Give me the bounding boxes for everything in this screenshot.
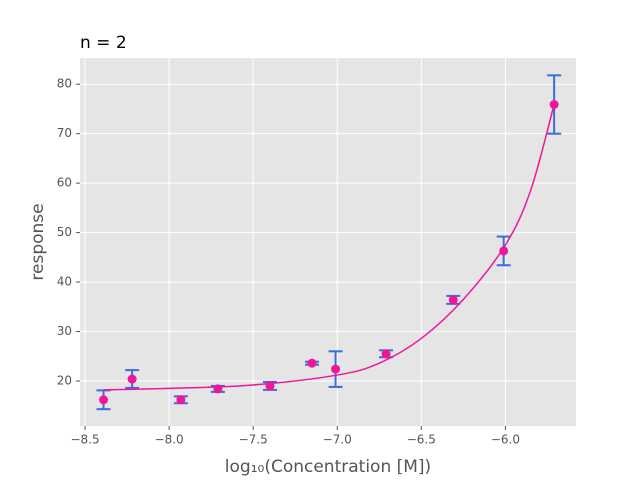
- data-point: [307, 358, 317, 368]
- chart-title: n = 2: [80, 33, 127, 53]
- x-tick-label: −8.0: [155, 433, 184, 447]
- data-point: [331, 364, 341, 374]
- data-point: [381, 349, 391, 359]
- y-tick-label: 60: [57, 176, 72, 190]
- data-point: [448, 295, 458, 305]
- data-point: [127, 374, 137, 384]
- x-tick-label: −7.0: [323, 433, 352, 447]
- y-tick-label: 20: [57, 373, 72, 387]
- data-point: [99, 395, 109, 405]
- x-axis-label: log₁₀(Concentration [M]): [225, 457, 431, 477]
- data-point: [176, 395, 186, 405]
- data-point: [213, 384, 223, 394]
- y-tick-label: 80: [57, 77, 72, 91]
- x-tick-label: −8.5: [70, 433, 99, 447]
- fit-line: [103, 104, 555, 391]
- y-tick-label: 40: [57, 275, 72, 289]
- y-tick-label: 70: [57, 126, 72, 140]
- y-tick-label: 50: [57, 225, 72, 239]
- data-point: [549, 99, 559, 109]
- x-tick-label: −6.5: [407, 433, 436, 447]
- x-tick-label: −6.0: [491, 433, 520, 447]
- y-axis-label: response: [28, 203, 48, 280]
- data-point: [499, 246, 509, 256]
- x-tick-label: −7.5: [239, 433, 268, 447]
- y-tick-label: 30: [57, 324, 72, 338]
- plot-area: [80, 58, 576, 426]
